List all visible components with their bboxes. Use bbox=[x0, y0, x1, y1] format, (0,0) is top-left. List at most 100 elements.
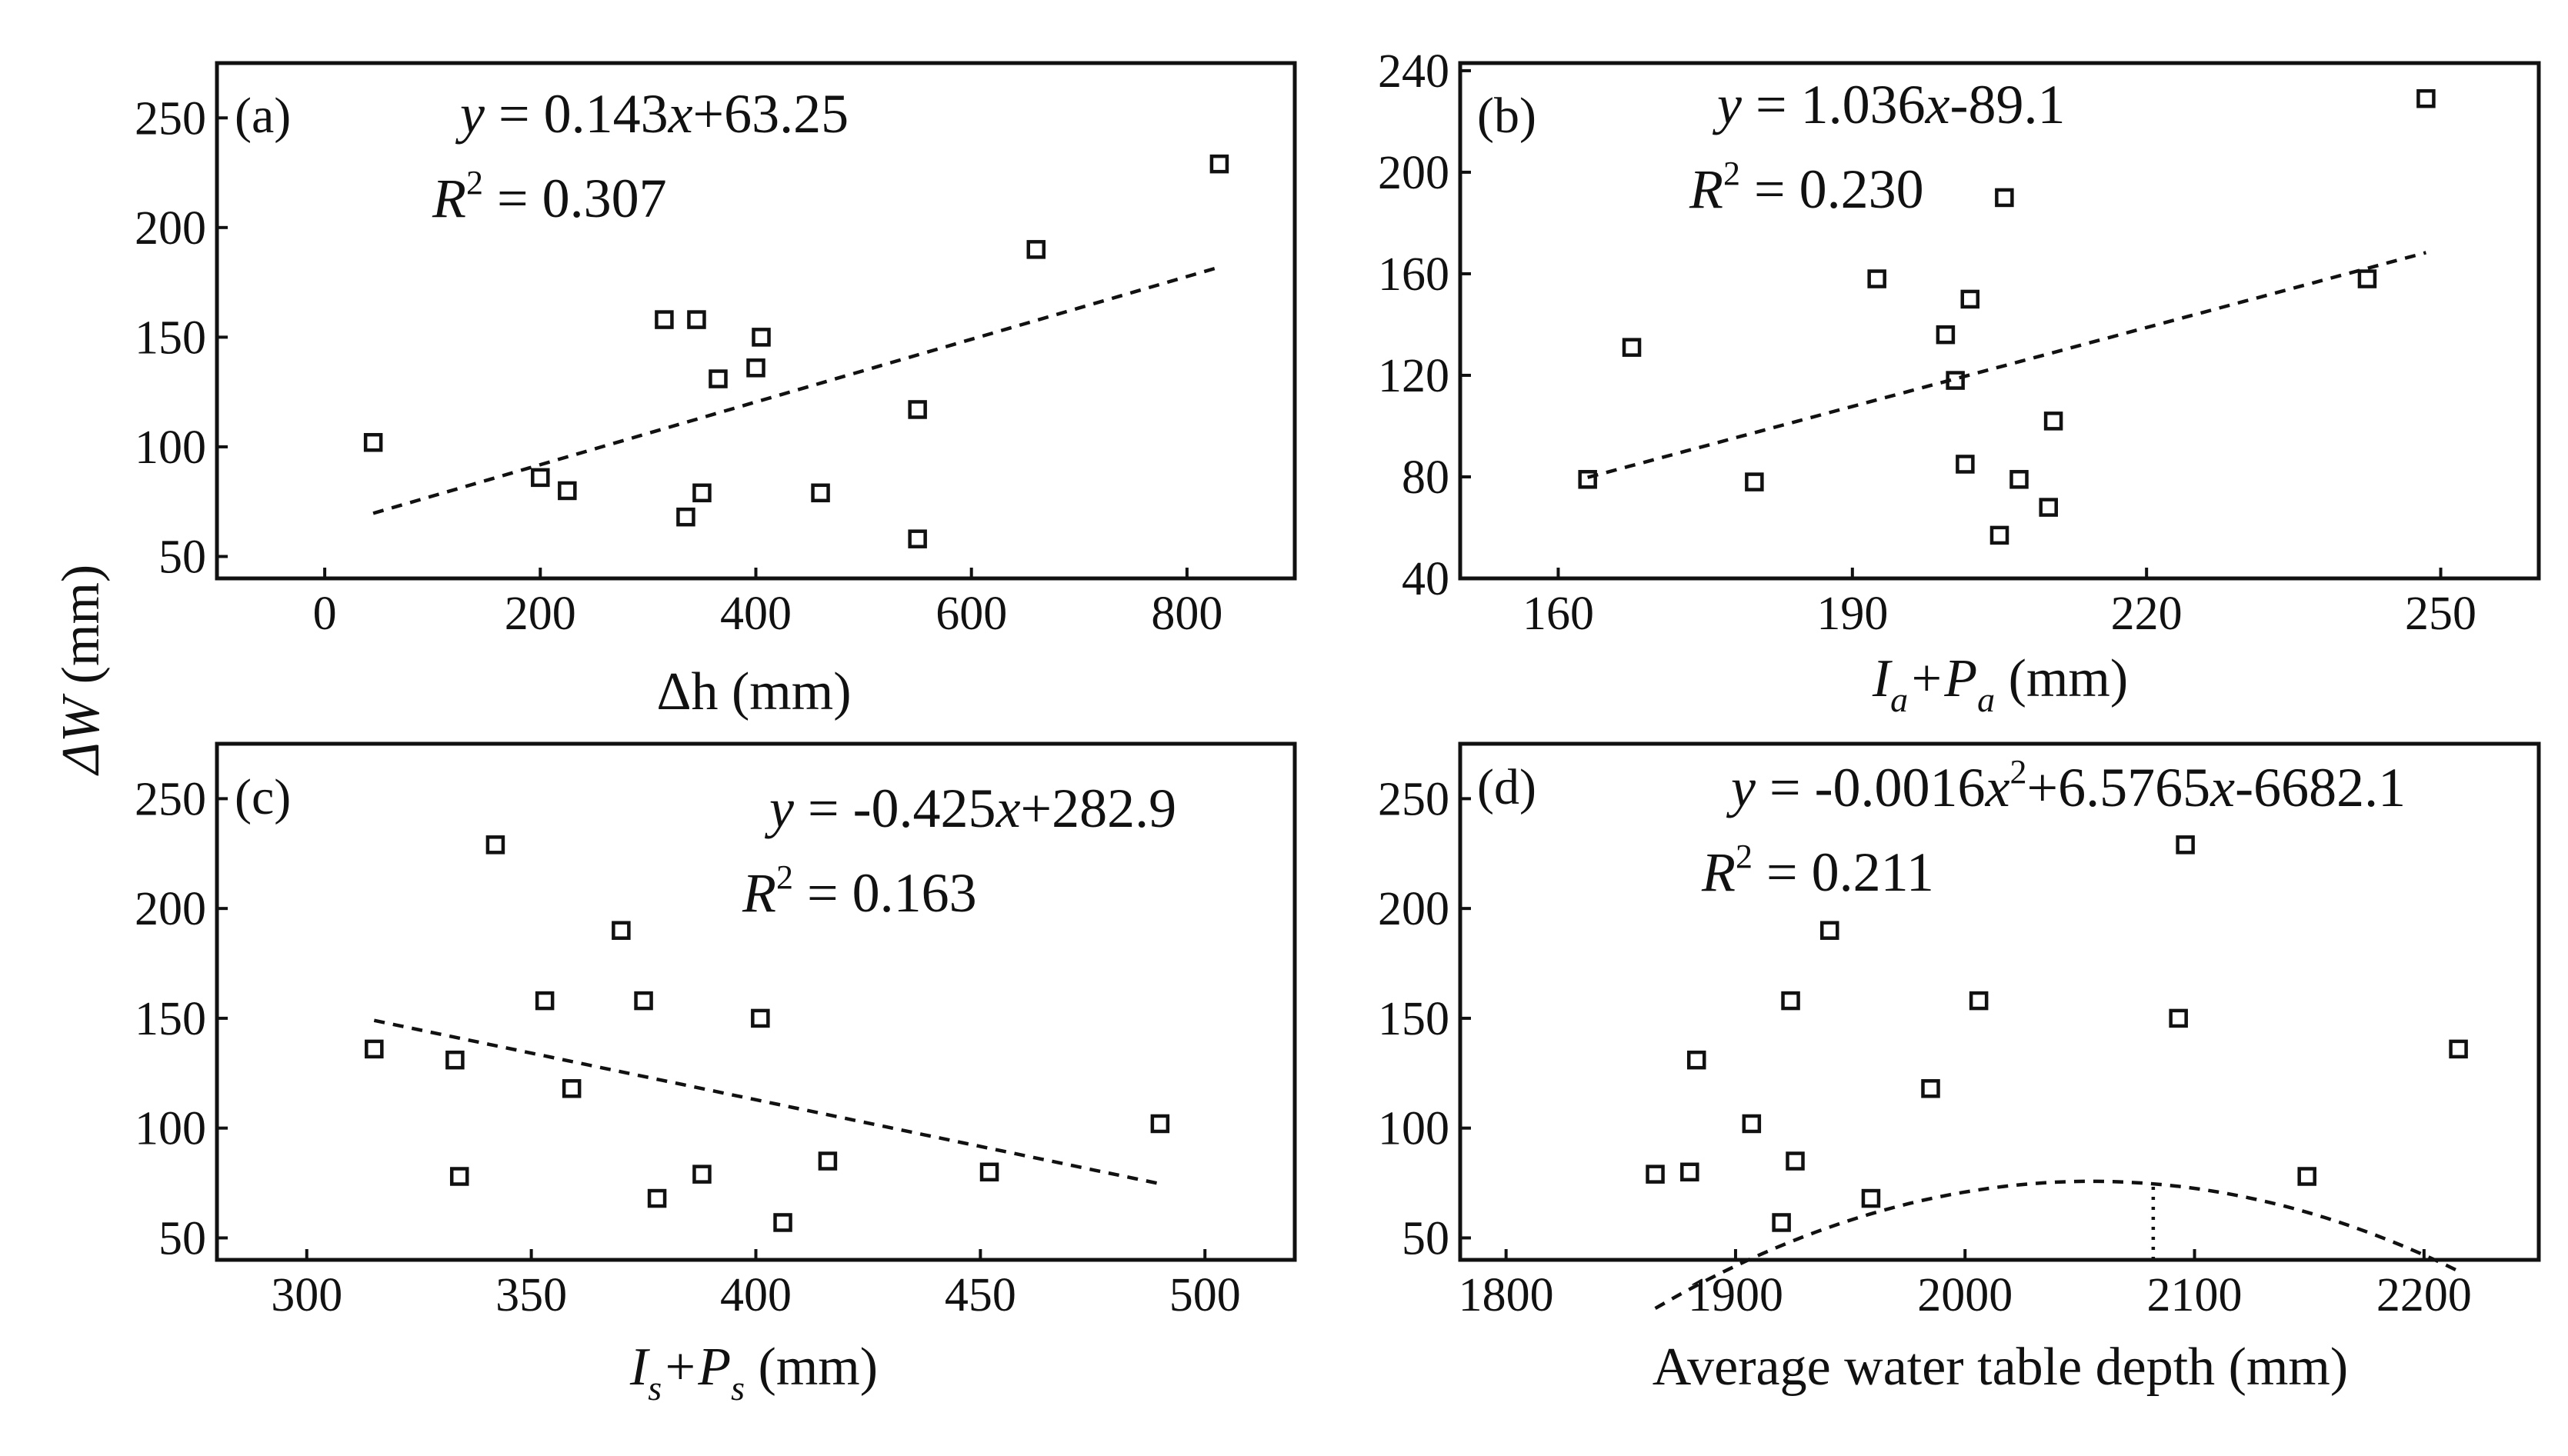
data-point bbox=[811, 483, 830, 503]
data-point bbox=[1745, 472, 1764, 491]
data-point bbox=[1820, 921, 1839, 940]
panel-a-equation: y = 0.143x+63.25 bbox=[455, 83, 849, 145]
data-point bbox=[2416, 88, 2436, 108]
data-point bbox=[1995, 188, 2014, 208]
panel-c-r2: R2 = 0.163 bbox=[742, 858, 977, 924]
panel-d: (d) y = -0.0016x2+6.5765x-6682.1 R2 = 0.… bbox=[1477, 753, 2406, 1397]
panel-b: (b) y = 1.036x-89.1 R2 = 0.230 Ia+Pa (mm… bbox=[1477, 74, 2128, 719]
data-point bbox=[1861, 1188, 1881, 1208]
data-point bbox=[535, 991, 555, 1011]
panel-a-letter: (a) bbox=[235, 88, 291, 144]
fit-line-a bbox=[372, 265, 1220, 515]
data-point bbox=[1989, 525, 2009, 545]
x-tick-label: 190 bbox=[1816, 588, 1888, 640]
y-tick-label: 200 bbox=[1378, 883, 1449, 935]
x-tick-label: 300 bbox=[271, 1269, 342, 1321]
data-point bbox=[908, 529, 927, 548]
data-point bbox=[445, 1050, 465, 1070]
data-point bbox=[647, 1188, 667, 1208]
shared-ylabel-unit: (mm) bbox=[52, 565, 111, 698]
y-tick-label: 150 bbox=[135, 993, 206, 1045]
data-point bbox=[1646, 1164, 1665, 1184]
panel-d-equation: y = -0.0016x2+6.5765x-6682.1 bbox=[1726, 753, 2406, 818]
data-point bbox=[709, 369, 728, 388]
data-point bbox=[2176, 835, 2195, 855]
data-point bbox=[1867, 269, 1886, 288]
data-point bbox=[1150, 1114, 1170, 1134]
plot-frame-d bbox=[1458, 741, 2541, 1262]
data-point bbox=[1772, 1213, 1791, 1232]
x-tick-label: 800 bbox=[1151, 588, 1222, 640]
y-tick-label: 50 bbox=[1402, 1212, 1449, 1264]
data-point bbox=[1969, 991, 1989, 1011]
y-tick-label: 150 bbox=[1378, 993, 1449, 1045]
data-point bbox=[363, 432, 383, 452]
data-point bbox=[2009, 470, 2029, 489]
panel-b-equation: y = 1.036x-89.1 bbox=[1712, 74, 2066, 135]
x-tick-label: 220 bbox=[2111, 588, 2183, 640]
panel-c: (c) y = -0.425x+282.9 R2 = 0.163 Is+Ps (… bbox=[235, 769, 1176, 1408]
x-tick-label: 400 bbox=[720, 588, 792, 640]
x-tick-label: 500 bbox=[1169, 1269, 1241, 1321]
data-point bbox=[1686, 1050, 1706, 1070]
data-point bbox=[2357, 269, 2377, 288]
shared-y-axis-label: ΔW (mm) bbox=[52, 565, 111, 776]
x-tick-label: 2200 bbox=[2376, 1269, 2472, 1321]
data-point bbox=[752, 328, 771, 347]
data-point bbox=[2449, 1039, 2468, 1059]
data-point bbox=[449, 1167, 469, 1186]
panel-d-letter: (d) bbox=[1477, 759, 1536, 815]
data-point bbox=[676, 507, 695, 527]
panel-d-r2: R2 = 0.211 bbox=[1701, 838, 1934, 903]
y-tick-label: 100 bbox=[135, 421, 206, 474]
panel-a-r2: R2 = 0.307 bbox=[432, 164, 667, 229]
shared-ylabel-symbol: ΔW bbox=[52, 693, 111, 776]
y-tick-label: 50 bbox=[158, 531, 206, 583]
y-tick-label: 100 bbox=[1378, 1103, 1449, 1155]
y-tick-label: 50 bbox=[158, 1212, 206, 1264]
x-tick-label: 250 bbox=[2405, 588, 2476, 640]
fit-line-c bbox=[373, 1018, 1161, 1186]
data-point bbox=[558, 481, 577, 501]
x-tick-label: 160 bbox=[1522, 588, 1594, 640]
data-point bbox=[1680, 1162, 1699, 1182]
data-point bbox=[2043, 411, 2063, 431]
data-point bbox=[634, 991, 653, 1011]
panel-a-xlabel: Δh (mm) bbox=[656, 662, 851, 721]
x-tick-label: 600 bbox=[935, 588, 1007, 640]
y-tick-label: 200 bbox=[1378, 147, 1449, 199]
plot-c: 300 350 400 450 500 50 100 150 200 250 bbox=[135, 741, 1297, 1321]
data-point bbox=[979, 1162, 999, 1182]
y-tick-label: 160 bbox=[1378, 248, 1449, 301]
x-tick-label: 450 bbox=[945, 1269, 1016, 1321]
data-point bbox=[562, 1079, 582, 1098]
panel-b-r2: R2 = 0.230 bbox=[1689, 155, 1924, 220]
data-point bbox=[751, 1008, 770, 1028]
data-point bbox=[692, 1164, 712, 1184]
data-point bbox=[1209, 154, 1229, 174]
x-tick-label: 200 bbox=[505, 588, 576, 640]
data-point bbox=[773, 1213, 792, 1232]
data-point bbox=[2169, 1008, 2188, 1028]
data-point bbox=[485, 835, 505, 855]
x-tick-label: 0 bbox=[313, 588, 337, 640]
panel-b-letter: (b) bbox=[1477, 88, 1536, 144]
data-point bbox=[655, 310, 674, 329]
data-point bbox=[746, 358, 765, 378]
data-point bbox=[2297, 1167, 2316, 1186]
x-tick-label: 1900 bbox=[1688, 1269, 1783, 1321]
data-point bbox=[818, 1151, 838, 1171]
panel-b-xlabel: Ia+Pa (mm) bbox=[1872, 649, 2128, 719]
plot-d: 1800 1900 2000 2100 2200 50 100 150 200 250 bbox=[1378, 741, 2541, 1321]
y-tick-label: 200 bbox=[135, 883, 206, 935]
data-point bbox=[1960, 289, 1980, 309]
data-point bbox=[1781, 991, 1800, 1011]
x-tick-label: 400 bbox=[720, 1269, 792, 1321]
data-point bbox=[1742, 1114, 1762, 1134]
fit-line-d bbox=[1654, 1179, 2460, 1311]
panel-d-xlabel: Average water table depth (mm) bbox=[1653, 1338, 2348, 1397]
y-tick-label: 240 bbox=[1378, 45, 1449, 98]
fit-line-b bbox=[1587, 251, 2426, 479]
data-point bbox=[531, 468, 550, 488]
